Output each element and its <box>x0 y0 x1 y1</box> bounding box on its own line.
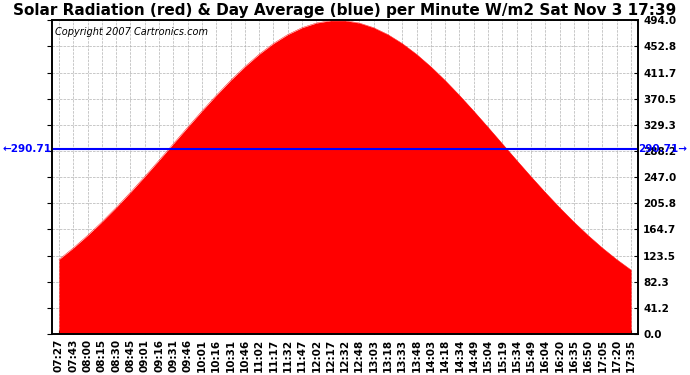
Title: Solar Radiation (red) & Day Average (blue) per Minute W/m2 Sat Nov 3 17:39: Solar Radiation (red) & Day Average (blu… <box>13 3 677 18</box>
Text: Copyright 2007 Cartronics.com: Copyright 2007 Cartronics.com <box>55 27 208 37</box>
Text: 290.71→: 290.71→ <box>638 144 687 154</box>
Text: ←290.71: ←290.71 <box>3 144 52 154</box>
